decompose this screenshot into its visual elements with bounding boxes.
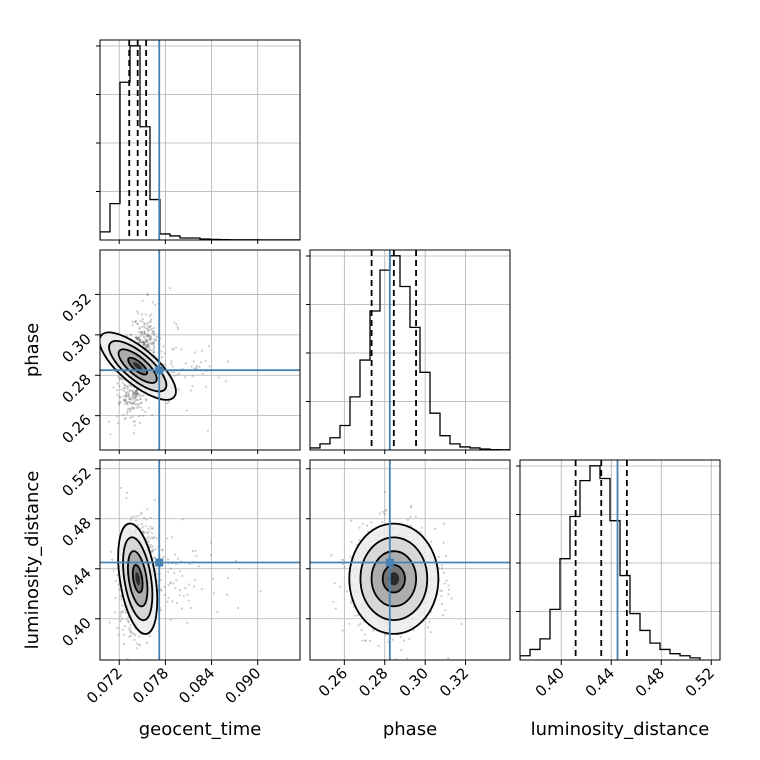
panel-luminosity_distance-hist [516,459,721,661]
contour-line [100,331,177,401]
x-axis-label-phase: phase [383,719,437,740]
y-tick-label: 0.40 [58,614,94,650]
x-axis-label-geocent_time: geocent_time [139,719,262,740]
contour-line [117,348,158,384]
y-axis-label-luminosity_distance: luminosity_distance [22,471,43,650]
panel-frame [99,459,301,661]
histogram-luminosity_distance [520,465,701,660]
panel-geocent_time-vs-luminosity_distance [99,459,301,661]
truth-marker [385,558,394,567]
y-axis-label-phase: phase [22,323,43,377]
y-tick-label: 0.30 [58,330,94,366]
x-tick-label: 0.52 [682,664,718,700]
density-core [133,362,143,371]
contour-line [122,536,154,622]
x-tick-label: 0.084 [175,664,218,707]
contour-line [348,522,440,635]
density-core [135,572,141,586]
x-axis-label-luminosity_distance: luminosity_distance [531,719,710,740]
contour-line [381,564,406,594]
density-core [388,572,400,586]
contour-line [359,536,429,621]
panel-frame [99,39,301,241]
x-tick-label: 0.44 [582,664,618,700]
y-tick-label: 0.52 [58,464,94,500]
x-tick-label: 0.072 [83,664,126,707]
panel-geocent_time-hist [96,39,301,241]
x-tick-label: 0.40 [532,664,568,700]
truth-marker [155,558,164,567]
y-tick-label: 0.44 [58,564,94,600]
truth-marker [155,366,164,375]
x-tick-label: 0.30 [396,664,432,700]
y-tick-label: 0.28 [58,370,94,406]
panel-frame [309,459,511,661]
contour-line [117,522,159,635]
contour-line [108,340,168,393]
contour-line [127,550,149,608]
x-tick-label: 0.078 [129,664,172,707]
y-tick-label: 0.32 [58,290,94,326]
panel-frame [519,459,721,661]
contour-line [131,564,144,594]
contour-line [370,550,418,608]
y-tick-label: 0.48 [58,514,94,550]
x-tick-label: 0.32 [436,664,472,700]
panel-frame [309,249,511,451]
x-tick-label: 0.26 [315,664,351,700]
histogram-phase [310,255,510,450]
panel-geocent_time-vs-phase [99,249,301,451]
x-tick-label: 0.48 [632,664,668,700]
x-tick-label: 0.090 [221,664,264,707]
panel-phase-vs-luminosity_distance [309,459,511,661]
panel-frame [99,249,301,451]
x-tick-label: 0.28 [355,664,391,700]
panel-phase-hist [306,249,511,451]
y-tick-label: 0.26 [58,411,94,447]
